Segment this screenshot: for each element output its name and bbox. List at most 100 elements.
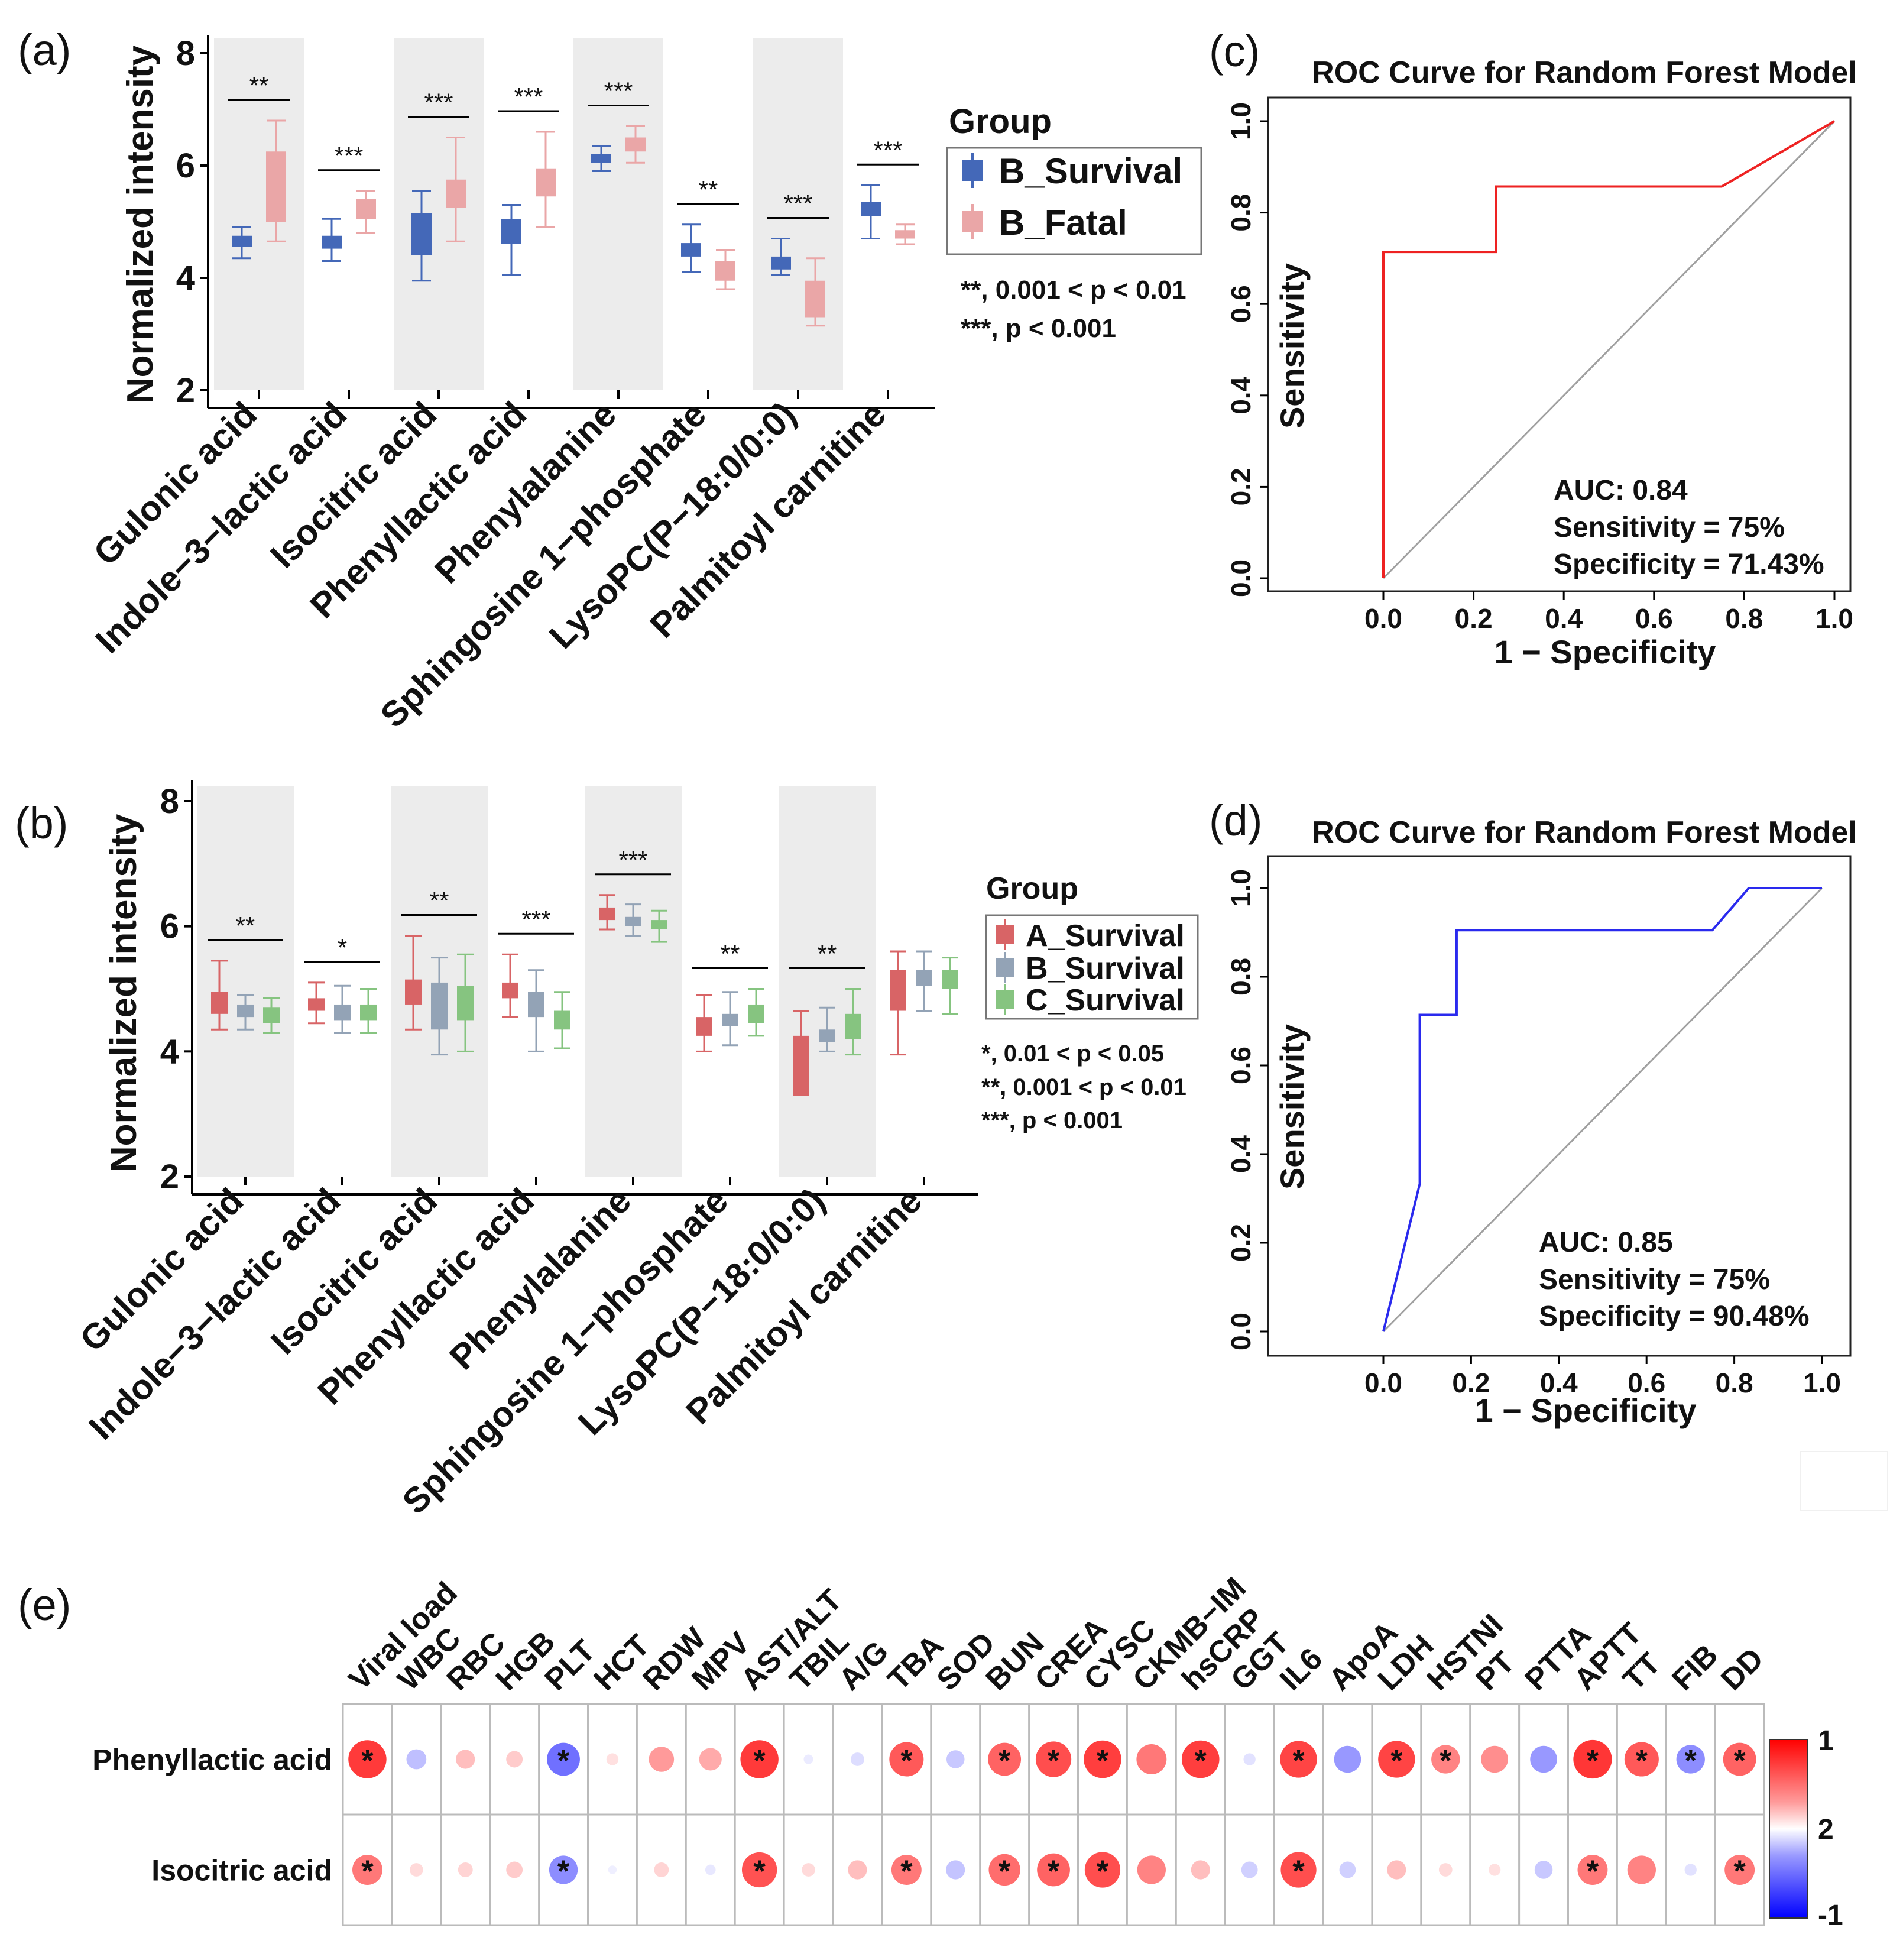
- panel-b-bands: [197, 786, 876, 1177]
- panel-a-boxes: [232, 119, 915, 399]
- cell-0-12: [946, 1750, 965, 1768]
- box-C_Survival-1: [360, 988, 377, 1034]
- cell-0-14: [1035, 1741, 1072, 1777]
- panel-e-correlation-heatmap: Viral loadWBCRBCHGBPLTHCTRDWMPVAST/ALTTB…: [92, 1571, 1843, 1931]
- significance-mark: **: [430, 887, 449, 915]
- panel-b-legend-label-1: A_Survival: [1026, 919, 1185, 953]
- y-tick-label: 0.6: [1226, 1047, 1256, 1084]
- panel-c-ticks: 0.0 0.0 0.2 0.2 0.4 0.4 0.6 0.6 0.8 0.8 1.0 1.0: [1226, 102, 1853, 634]
- cell-1-1: [409, 1863, 423, 1877]
- x-tick-label: 0.0: [1364, 603, 1402, 634]
- panel-c-frame: [1267, 96, 1852, 592]
- panel-e-column-labels: Viral loadWBCRBCHGBPLTHCTRDWMPVAST/ALTTB…: [342, 1571, 1770, 1697]
- significance-mark: **: [236, 912, 255, 939]
- cell-0-1: [406, 1749, 427, 1770]
- cell-0-5: [606, 1753, 619, 1765]
- panel-c-diagonal: [1382, 120, 1836, 579]
- category-band: [779, 786, 876, 1177]
- box-A_Survival-1: [308, 981, 325, 1025]
- legend-swatch-B_Survival: [962, 160, 983, 181]
- cell-1-17: [1191, 1860, 1210, 1880]
- x-tick-label: 0.8: [1716, 1368, 1753, 1398]
- column-label-28: DD: [1714, 1641, 1770, 1697]
- x-tick-label: 1.0: [1816, 603, 1853, 634]
- box-A_Survival-6: [793, 1010, 809, 1096]
- cell-star-1-11: *: [900, 1855, 913, 1889]
- panel-a-significance: ******** *** ***********: [228, 72, 919, 219]
- cell-1-6: [654, 1862, 669, 1877]
- cell-star-1-14: *: [1048, 1855, 1060, 1889]
- box-body: [861, 202, 881, 216]
- cell-1-4: [549, 1855, 578, 1884]
- box-body: [457, 986, 474, 1021]
- cell-1-3: [506, 1861, 523, 1878]
- box-C_Survival-3: [554, 991, 570, 1049]
- legend-key-B_Survival: [962, 153, 983, 188]
- x-tick-label: 0.6: [1635, 603, 1673, 634]
- cell-star-1-4: *: [557, 1855, 570, 1889]
- cell-star-0-21: *: [1390, 1744, 1403, 1778]
- box-body: [528, 992, 544, 1018]
- cell-0-23: [1481, 1745, 1508, 1773]
- y-tick-label: 6: [176, 147, 195, 185]
- box-body: [411, 213, 432, 255]
- box-C_Survival-2: [457, 953, 474, 1052]
- panel-b-legend-label-3: C_Survival: [1026, 983, 1185, 1018]
- box-B_Survival-2: [431, 957, 448, 1056]
- legend-key-B_Fatal: [962, 204, 983, 239]
- box-body: [405, 979, 422, 1005]
- box-A_Survival-5: [696, 994, 712, 1052]
- legend-swatch-B_Fatal: [962, 211, 983, 232]
- y-tick-label: 0.8: [1226, 194, 1256, 232]
- cell-0-22: [1431, 1745, 1460, 1774]
- y-tick-label: 6: [160, 908, 179, 946]
- box-B_Fatal-2: [446, 137, 466, 242]
- cell-0-25: [1573, 1739, 1612, 1779]
- legend-swatch-B_Survival-b: [996, 958, 1014, 977]
- x-tick-label: 0.2: [1455, 603, 1493, 634]
- box-body: [715, 261, 735, 281]
- box-B_Fatal-6: [805, 257, 825, 327]
- panel-d-diagonal: [1382, 887, 1823, 1333]
- box-body: [536, 168, 556, 197]
- cell-1-9: [802, 1863, 815, 1877]
- cell-1-8: [741, 1852, 777, 1888]
- y-tick-label: 8: [176, 34, 195, 73]
- significance-mark: **: [249, 72, 269, 99]
- legend-key-B_Survival-b: [996, 952, 1014, 983]
- box-body: [211, 992, 228, 1014]
- significance-mark: ***: [873, 136, 902, 164]
- panel-a-legend: Group B_Survival B_Fatal **, 0.001 < p <…: [946, 102, 1202, 343]
- x-tick-label: 0.2: [1452, 1368, 1490, 1398]
- cell-1-27: [1684, 1864, 1697, 1876]
- cell-0-19: [1280, 1741, 1317, 1778]
- cell-1-15: [1084, 1852, 1121, 1888]
- significance-mark: ***: [424, 89, 453, 116]
- panel-label-b: (b): [15, 799, 68, 848]
- cell-star-0-4: *: [557, 1744, 570, 1778]
- x-label-2: Isocitric acid: [263, 1181, 445, 1362]
- box-B_Survival-2: [411, 190, 432, 282]
- box-body: [263, 1007, 280, 1023]
- panel-d-x-title: 1 − Specificity: [1474, 1392, 1696, 1429]
- cell-0-16: [1136, 1744, 1167, 1774]
- category-band: [197, 786, 294, 1177]
- cell-star-0-0: *: [361, 1744, 374, 1778]
- y-tick-label: 1.0: [1226, 102, 1256, 140]
- box-B_Survival-3: [501, 204, 521, 276]
- panel-d-roc-curve: [1382, 887, 1822, 1332]
- colorbar-label-bottom: -1: [1818, 1900, 1843, 1931]
- cell-0-18: [1243, 1753, 1256, 1765]
- cell-0-15: [1084, 1740, 1121, 1778]
- row-label-1: Isocitric acid: [151, 1854, 332, 1887]
- box-B_Survival-4: [625, 903, 641, 937]
- cell-star-0-25: *: [1587, 1744, 1599, 1778]
- cell-0-20: [1334, 1745, 1361, 1773]
- x-label-0: Gulonic acid: [72, 1181, 251, 1359]
- box-body: [356, 199, 376, 219]
- y-tick-label: 0.2: [1226, 1224, 1256, 1262]
- panel-b-legend: Group A_Survival B_Survival C_Survival *…: [981, 872, 1199, 1133]
